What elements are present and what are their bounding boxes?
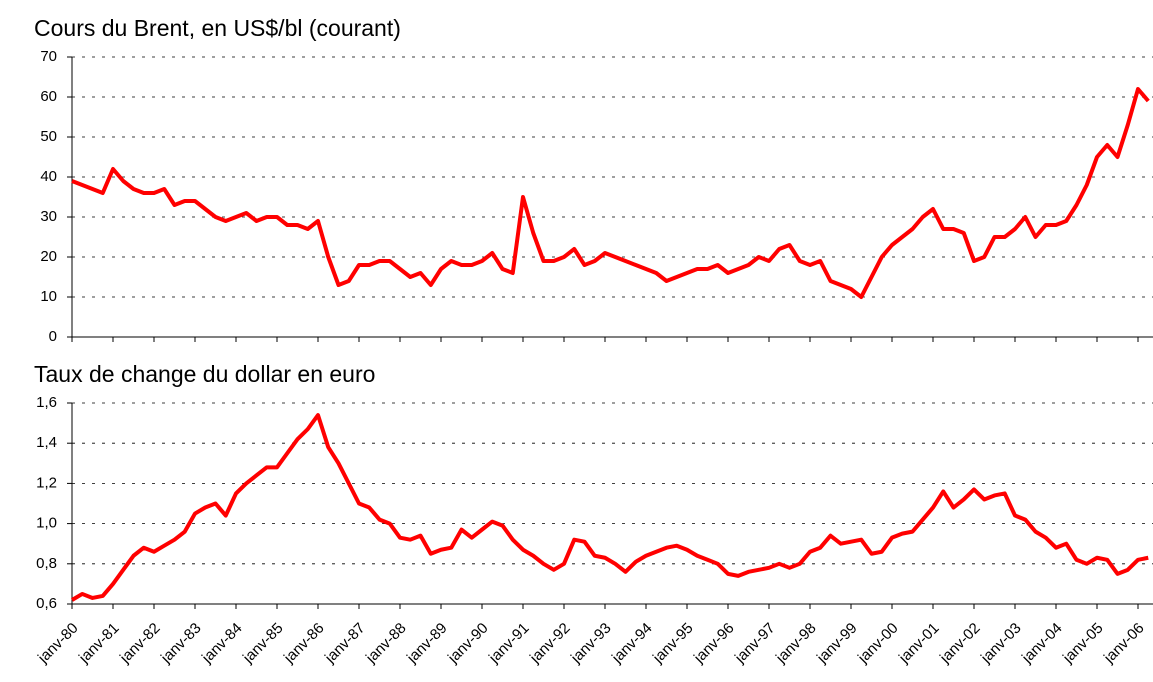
- x-tick-label: janv-06: [1100, 620, 1148, 668]
- y-tick-label: 10: [40, 288, 57, 305]
- x-tick-label: janv-02: [936, 620, 984, 668]
- x-tick-label: janv-84: [198, 620, 246, 668]
- x-tick-label: janv-95: [649, 620, 697, 668]
- y-tick-label: 1,2: [36, 474, 57, 491]
- x-tick-label: janv-85: [239, 620, 287, 668]
- y-tick-label: 1,4: [36, 434, 57, 451]
- data-line: [71, 87, 1150, 299]
- x-tick-label: janv-94: [608, 620, 656, 668]
- x-tick-label: janv-97: [731, 620, 779, 668]
- x-tick-label: janv-80: [34, 620, 82, 668]
- y-tick-label: 20: [40, 248, 57, 265]
- y-tick-label: 70: [40, 48, 57, 65]
- y-tick-label: 0,8: [36, 555, 57, 572]
- x-tick-label: janv-05: [1059, 620, 1107, 668]
- x-tick-label: janv-98: [772, 620, 820, 668]
- x-tick-label: janv-03: [977, 620, 1025, 668]
- x-tick-label: janv-90: [444, 620, 492, 668]
- y-tick-label: 60: [40, 88, 57, 105]
- data-line: [70, 413, 1149, 602]
- chart-title: Cours du Brent, en US$/bl (courant): [34, 15, 401, 41]
- y-tick-label: 1,0: [36, 515, 57, 532]
- x-tick-label: janv-91: [485, 620, 533, 668]
- y-tick-label: 30: [40, 208, 57, 225]
- y-tick-label: 40: [40, 168, 57, 185]
- x-tick-label: janv-87: [321, 620, 369, 668]
- y-tick-label: 0,6: [36, 595, 57, 612]
- x-tick-label: janv-93: [567, 620, 615, 668]
- y-tick-label: 50: [40, 128, 57, 145]
- y-tick-label: 1,6: [36, 394, 57, 411]
- x-tick-label: janv-96: [690, 620, 738, 668]
- x-tick-label: janv-82: [116, 620, 164, 668]
- x-tick-label: janv-04: [1018, 620, 1066, 668]
- x-tick-label: janv-83: [157, 620, 205, 668]
- x-tick-label: janv-81: [75, 620, 123, 668]
- x-tick-label: janv-88: [362, 620, 410, 668]
- x-tick-label: janv-86: [280, 620, 328, 668]
- x-tick-label: janv-01: [895, 620, 943, 668]
- x-tick-label: janv-99: [813, 620, 861, 668]
- y-tick-label: 0: [49, 328, 57, 345]
- chart-title: Taux de change du dollar en euro: [34, 361, 375, 387]
- x-tick-label: janv-00: [854, 620, 902, 668]
- x-tick-label: janv-92: [526, 620, 574, 668]
- x-tick-label: janv-89: [403, 620, 451, 668]
